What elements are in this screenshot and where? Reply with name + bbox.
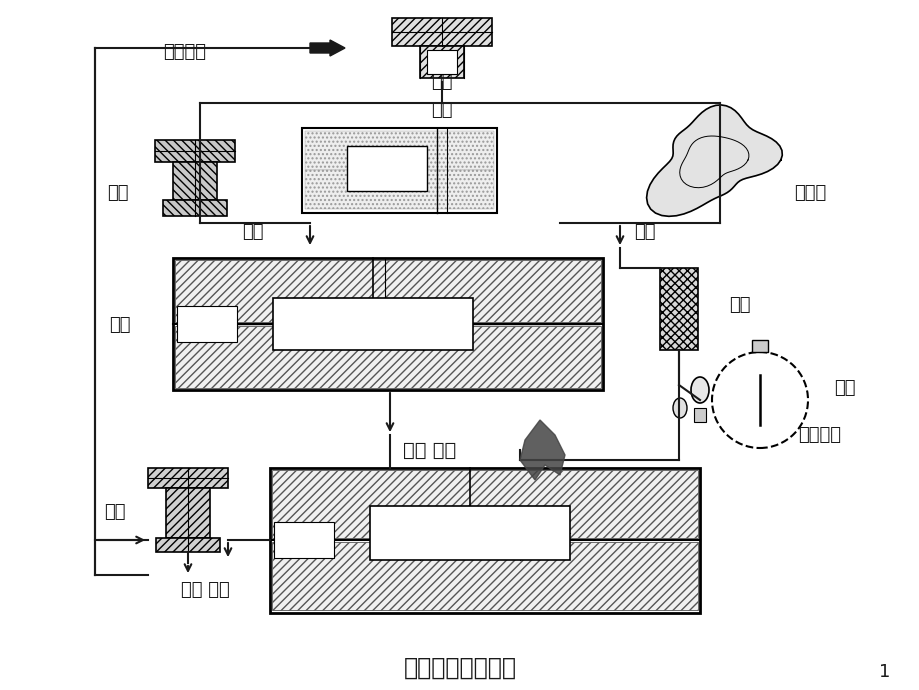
- Bar: [305, 131, 494, 170]
- Text: 造型: 造型: [242, 223, 264, 241]
- Text: 造芯: 造芯: [633, 223, 655, 241]
- Text: 铸件: 铸件: [104, 503, 126, 521]
- Bar: [154, 140, 234, 162]
- Bar: [391, 18, 492, 46]
- Bar: [148, 468, 228, 488]
- Text: 熔化金属: 熔化金属: [798, 426, 841, 444]
- Text: 型芯盒: 型芯盒: [793, 184, 825, 202]
- Bar: [173, 258, 602, 390]
- Text: 落砂 清理: 落砂 清理: [180, 581, 229, 599]
- Bar: [272, 470, 698, 538]
- Polygon shape: [310, 40, 345, 56]
- Polygon shape: [646, 105, 781, 217]
- Bar: [156, 538, 220, 552]
- Bar: [175, 326, 600, 388]
- Bar: [659, 268, 698, 350]
- Bar: [273, 298, 472, 350]
- Text: 铸型: 铸型: [109, 316, 130, 334]
- Bar: [693, 408, 705, 422]
- Bar: [163, 200, 227, 216]
- Text: 砂型铸造工艺过程: 砂型铸造工艺过程: [403, 656, 516, 680]
- Ellipse shape: [690, 377, 709, 403]
- Bar: [176, 306, 237, 342]
- Text: 合箱 浇注: 合箱 浇注: [403, 440, 456, 460]
- Bar: [269, 468, 699, 613]
- Circle shape: [711, 352, 807, 448]
- Bar: [165, 488, 210, 538]
- Bar: [751, 340, 767, 352]
- Bar: [346, 146, 426, 191]
- Polygon shape: [519, 420, 564, 480]
- Bar: [272, 542, 698, 610]
- Text: 型芯: 型芯: [729, 296, 750, 314]
- Text: 熔炉: 熔炉: [834, 379, 855, 397]
- Text: 制砂: 制砂: [431, 101, 452, 119]
- Text: 1: 1: [879, 663, 890, 681]
- Text: 木模: 木模: [108, 184, 129, 202]
- Bar: [274, 522, 334, 558]
- Text: 零件: 零件: [431, 73, 452, 91]
- Bar: [426, 50, 457, 74]
- Bar: [301, 128, 496, 213]
- Bar: [305, 170, 494, 209]
- Ellipse shape: [673, 398, 686, 418]
- Bar: [173, 162, 217, 200]
- Bar: [420, 46, 463, 78]
- Text: 机械加工: 机械加工: [164, 43, 206, 61]
- Bar: [369, 506, 570, 560]
- Bar: [175, 260, 600, 322]
